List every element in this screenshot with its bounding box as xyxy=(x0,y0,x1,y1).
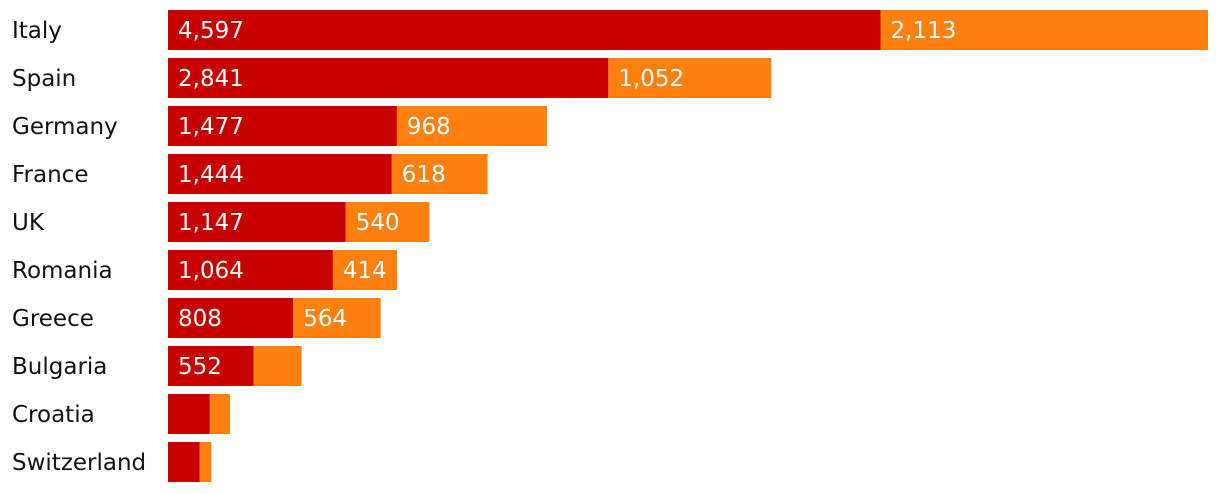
bar-switzerland-series-1 xyxy=(168,442,200,482)
bar-greece-series-2 xyxy=(293,298,381,338)
bar-italy-series-1 xyxy=(168,10,881,50)
value-label-italy-series-1: 4,597 xyxy=(178,18,244,44)
value-label-romania-series-2: 414 xyxy=(343,258,387,284)
bar-italy-series-2 xyxy=(880,10,1208,50)
category-label-switzerland: Switzerland xyxy=(12,450,146,476)
category-label-germany: Germany xyxy=(12,114,118,140)
bar-romania-series-2 xyxy=(332,250,398,290)
value-label-spain-series-2: 1,052 xyxy=(618,66,684,92)
bar-romania-series-1 xyxy=(168,250,333,290)
value-label-greece-series-1: 808 xyxy=(178,306,222,332)
bar-spain-series-1 xyxy=(168,58,609,98)
bar-germany-series-1 xyxy=(168,106,397,146)
value-label-bulgaria-series-1: 552 xyxy=(178,354,222,380)
bar-switzerland-series-2 xyxy=(199,442,212,482)
bar-croatia-series-2 xyxy=(209,394,230,434)
value-label-germany-series-2: 968 xyxy=(407,114,451,140)
value-label-spain-series-1: 2,841 xyxy=(178,66,244,92)
bar-greece-series-1 xyxy=(168,298,294,338)
value-label-italy-series-2: 2,113 xyxy=(891,18,957,44)
category-label-italy: Italy xyxy=(12,18,62,44)
bar-spain-series-2 xyxy=(608,58,772,98)
category-label-bulgaria: Bulgaria xyxy=(12,354,107,380)
bar-germany-series-2 xyxy=(396,106,547,146)
bar-uk-series-1 xyxy=(168,202,346,242)
value-label-uk-series-1: 1,147 xyxy=(178,210,244,236)
bar-bulgaria-series-1 xyxy=(168,346,254,386)
value-label-greece-series-2: 564 xyxy=(303,306,347,332)
value-label-germany-series-1: 1,477 xyxy=(178,114,244,140)
category-label-france: France xyxy=(12,162,88,188)
bar-france-series-1 xyxy=(168,154,392,194)
value-label-france-series-2: 618 xyxy=(402,162,446,188)
bar-croatia-series-1 xyxy=(168,394,210,434)
category-label-croatia: Croatia xyxy=(12,402,95,428)
bar-france-series-2 xyxy=(391,154,488,194)
category-label-greece: Greece xyxy=(12,306,94,332)
bar-uk-series-2 xyxy=(345,202,430,242)
category-label-romania: Romania xyxy=(12,258,113,284)
value-label-uk-series-2: 540 xyxy=(356,210,400,236)
value-label-france-series-1: 1,444 xyxy=(178,162,244,188)
bar-bulgaria-series-2 xyxy=(253,346,302,386)
category-label-uk: UK xyxy=(12,210,45,236)
value-label-romania-series-1: 1,064 xyxy=(178,258,244,284)
category-label-spain: Spain xyxy=(12,66,76,92)
